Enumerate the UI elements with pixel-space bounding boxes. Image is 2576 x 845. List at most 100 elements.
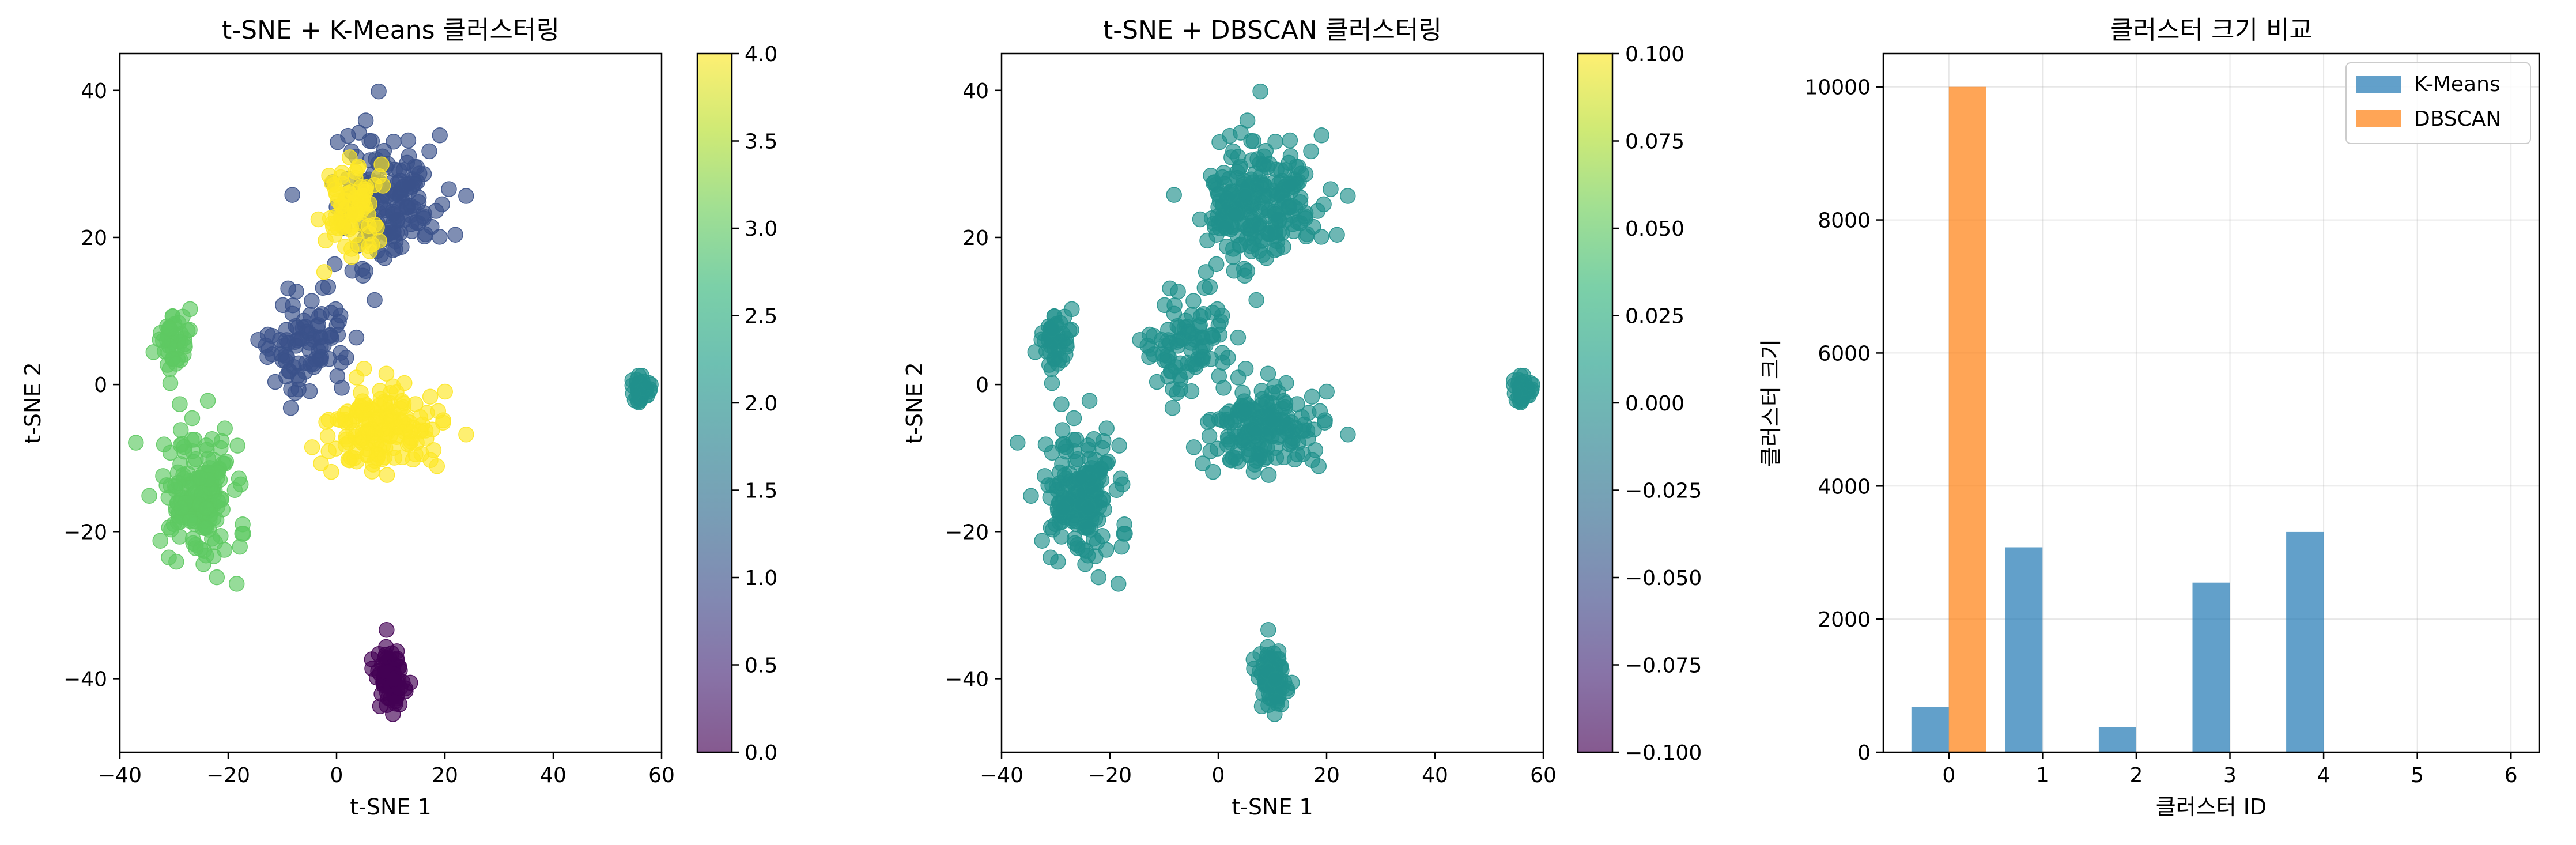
scatter-point [337,239,353,255]
x-tick-label: −20 [1088,764,1132,787]
bar [2192,582,2230,752]
scatter-point [355,188,372,204]
scatter-point [213,433,230,450]
scatter-point [331,314,347,330]
scatter-point [1208,176,1224,193]
scatter-point [1323,181,1339,197]
scatter-point [304,293,320,309]
scatter-point [1222,186,1238,202]
scatter-point [282,399,299,416]
scatter-point [1056,308,1072,325]
scatter-point [1053,396,1070,412]
scatter-point [1248,292,1264,308]
scatter-point [1058,336,1075,352]
scatter-point [625,385,641,402]
scatter-point [1236,261,1252,277]
scatter-point [162,321,179,337]
scatter-point [182,322,198,338]
scatter-point [1089,534,1105,550]
y-tick-label: 6000 [1818,342,1871,365]
scatter-point [458,427,474,443]
scatter-point [1249,436,1266,452]
scatter-panel-1: −40 −20 0 20 40 60 −40 −20 0 20 40 t-SNE + K-Means … [20,16,777,820]
scatter-point [345,423,361,439]
scatter-point [357,112,374,129]
y-tick-label: 0 [976,374,989,397]
scatter-point [386,134,402,150]
scatter-point [356,360,372,377]
scatter-point [1282,436,1298,452]
scatter-point [1303,143,1319,160]
scatter-point [1164,399,1181,416]
legend-swatch [2356,110,2401,127]
scatter-point [1237,360,1254,377]
x-tick-label: 5 [2411,764,2424,787]
scatter-point [355,402,372,418]
scatter-point [218,453,235,470]
scatter-point [417,423,434,439]
scatter-point [1054,422,1071,438]
scatter-point [416,166,432,182]
scatter-point [1077,556,1093,572]
scatter-point [228,576,245,592]
scatter-point [172,422,189,438]
scatter-point [1316,196,1332,213]
bar [2286,531,2324,752]
y-tick-label: 0 [1857,741,1871,765]
scatter-point [320,278,337,295]
x-tick-label: 20 [432,764,458,787]
scatter-point [1010,435,1026,451]
colorbar-tick-label: 0.000 [1625,392,1684,416]
scatter-point [326,176,342,193]
colorbar-tick-label: 3.0 [745,217,777,241]
x-tick-label: 1 [2036,764,2049,787]
scatter-point [340,127,356,144]
scatter-point [229,437,245,454]
scatter-points [1010,83,1540,722]
scatter-point [1110,576,1127,592]
scatter-point [340,186,356,202]
legend-label: K-Means [2414,73,2501,96]
scatter-point [285,297,301,314]
x-tick-label: 40 [540,764,566,787]
scatter-point [361,243,378,259]
scatter-point [394,193,410,209]
scatter-point [1253,168,1269,184]
y-tick-label: −20 [945,520,989,544]
scatter-point [369,219,385,236]
y-tick-label: 8000 [1818,209,1871,233]
scatter-point [379,622,395,638]
scatter-point [382,412,398,428]
scatter-point [371,168,387,184]
scatter-point [333,354,349,371]
legend: K-Means DBSCAN [2345,62,2531,144]
scatter-point [1095,433,1112,450]
scatter-point [1270,208,1286,224]
scatter-point [1080,520,1096,536]
scatter-point [1223,149,1240,165]
scatter-point [1185,439,1202,455]
scatter-point [1229,443,1246,460]
scatter-point [434,196,450,213]
scatter-points [128,83,659,722]
scatter-point [1189,350,1206,367]
scatter-point [1237,402,1253,418]
scatter-point [1260,365,1276,382]
scatter-point [1169,384,1185,401]
scatter-point [342,149,358,165]
plot-frame [1882,52,2540,753]
scatter-point [400,132,417,149]
scatter-point [624,372,641,388]
x-tick-label: 0 [1942,764,1955,787]
scatter-point [1273,162,1289,178]
scatter-point [1245,133,1262,149]
scatter-point [1340,427,1356,443]
x-axis-label: t-SNE 1 [350,794,431,820]
colorbar-tick-label: 0.100 [1625,43,1684,66]
scatter-point [155,333,171,349]
x-tick-label: 3 [2223,764,2237,787]
scatter-point [1166,297,1183,314]
scatter-point [304,439,320,455]
scatter-point [1222,127,1238,144]
scatter-point [1160,322,1176,338]
